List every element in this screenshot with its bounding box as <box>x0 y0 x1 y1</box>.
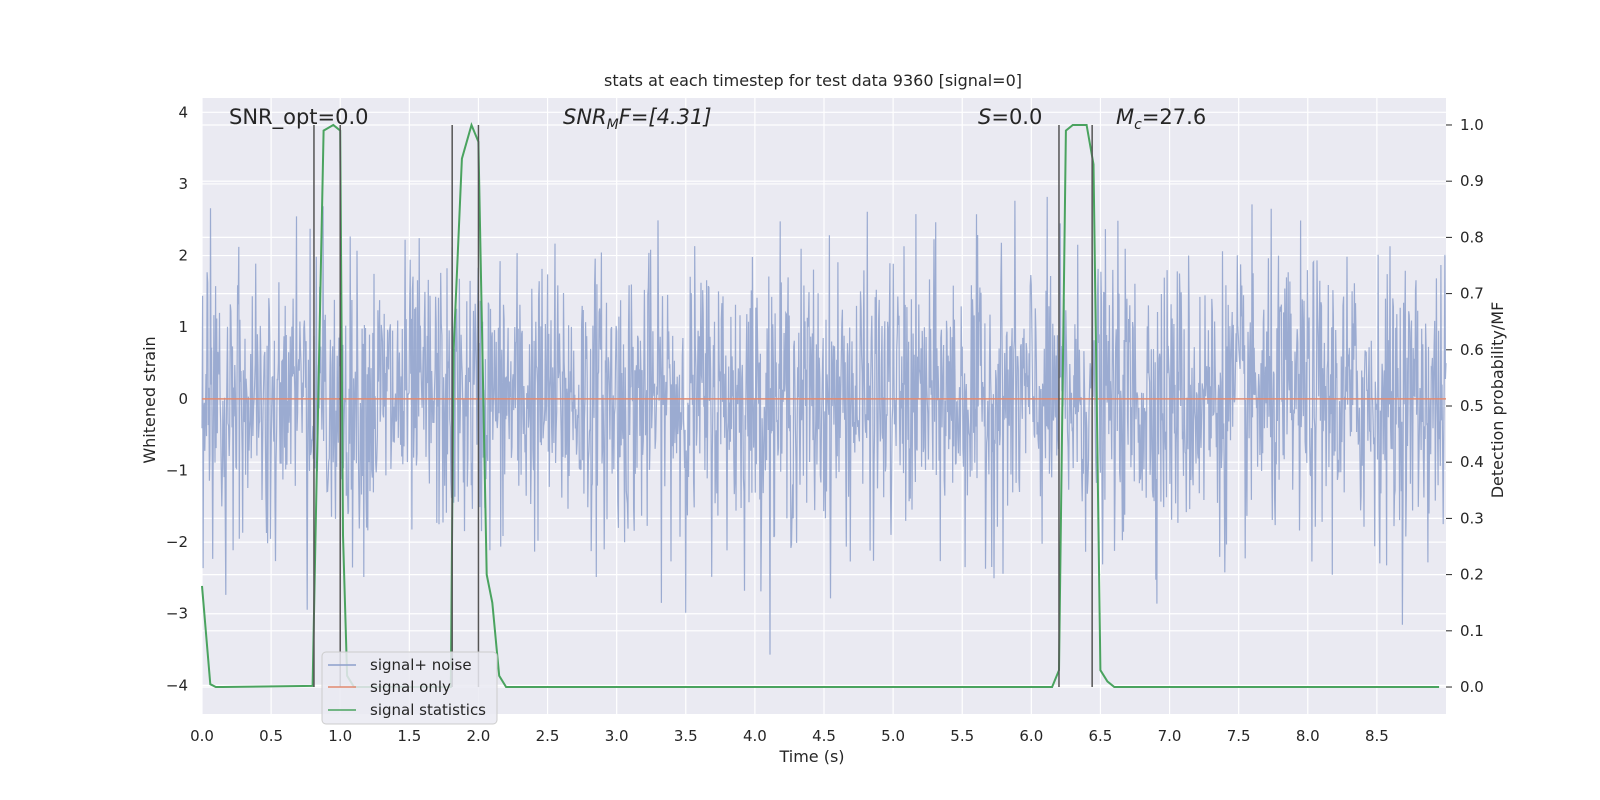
y-tick-label: −4 <box>166 676 188 694</box>
legend-label-noise: signal+ noise <box>370 656 472 674</box>
y2-tick-label: 0.3 <box>1460 509 1484 527</box>
y-tick-label: −1 <box>166 461 188 479</box>
mc-rest: =27.6 <box>1142 105 1206 129</box>
y-tick-label: 4 <box>178 103 188 121</box>
x-tick-label: 3.5 <box>674 727 698 745</box>
x-tick-label: 5.5 <box>950 727 974 745</box>
y-axis-label: Whitened strain <box>140 336 159 463</box>
y2-tick-label: 0.7 <box>1460 285 1484 303</box>
y-tick-label: −2 <box>166 533 188 551</box>
legend: signal+ noise signal only signal statist… <box>321 651 498 725</box>
y2-tick-label: 0.2 <box>1460 566 1484 584</box>
x-tick-label: 8.0 <box>1296 727 1320 745</box>
y-tick-label: −3 <box>166 605 188 623</box>
y2-tick-label: 0.9 <box>1460 172 1484 190</box>
mc-sub: c <box>1134 117 1142 133</box>
y-tick-label: 1 <box>178 318 188 336</box>
x-tick-label: 2.0 <box>467 727 491 745</box>
x-tick-label: 4.5 <box>812 727 836 745</box>
x-tick-label: 4.0 <box>743 727 767 745</box>
s-main: S <box>978 105 991 129</box>
y2-tick-label: 0.5 <box>1460 397 1484 415</box>
y2-tick-label: 0.8 <box>1460 228 1484 246</box>
mc-main: M <box>1116 105 1134 129</box>
y2-axis-label: Detection probability/MF <box>1488 302 1507 499</box>
x-tick-label: 1.0 <box>328 727 352 745</box>
x-tick-label: 7.5 <box>1227 727 1251 745</box>
annotation-snr-mf: SNRMF=[4.31] <box>563 105 712 133</box>
y2-tick-label: 0.0 <box>1460 678 1484 696</box>
ticks: 0.0 0.5 1.0 1.5 2.0 2.5 3.0 3.5 4.0 4.5 5.0 5.5 6.0 6… <box>166 103 1484 745</box>
signal-statistics-line <box>201 121 1440 688</box>
series-lines <box>201 121 1446 688</box>
y2-tick-label: 0.1 <box>1460 622 1484 640</box>
y2-tick-label: 0.4 <box>1460 453 1484 471</box>
x-tick-label: 5.0 <box>881 727 905 745</box>
y-tick-label: 3 <box>178 175 188 193</box>
x-tick-label: 1.5 <box>397 727 421 745</box>
x-tick-label: 3.0 <box>605 727 629 745</box>
y2-tick-label: 1.0 <box>1460 116 1484 134</box>
s-rest: =0.0 <box>991 105 1042 129</box>
vertical-markers <box>313 124 1093 688</box>
series-signal-noise <box>201 196 1447 655</box>
legend-label-stats: signal statistics <box>370 701 486 719</box>
x-tick-label: 6.0 <box>1019 727 1043 745</box>
chart-title: stats at each timestep for test data 936… <box>604 71 1022 90</box>
signal-noise-line <box>201 196 1447 655</box>
y-tick-label: 2 <box>178 247 188 265</box>
x-tick-label: 0.5 <box>259 727 283 745</box>
x-axis-label: Time (s) <box>778 747 844 766</box>
legend-box <box>321 651 498 725</box>
x-tick-label: 8.5 <box>1365 727 1389 745</box>
y-tick-label: 0 <box>178 390 188 408</box>
x-tick-label: 6.5 <box>1089 727 1113 745</box>
annotation-mc: Mc=27.6 <box>1116 105 1206 133</box>
annotation-snr-opt: SNR_opt=0.0 <box>229 105 369 130</box>
x-tick-label: 2.5 <box>536 727 560 745</box>
x-tick-label: 0.0 <box>190 727 214 745</box>
x-tick-label: 7.0 <box>1158 727 1182 745</box>
snr-mf-sub: M <box>607 117 619 133</box>
y2-tick-label: 0.6 <box>1460 341 1484 359</box>
legend-label-signal: signal only <box>370 678 451 696</box>
annotation-s: S=0.0 <box>978 105 1042 129</box>
snr-mf-rest: F=[4.31] <box>619 105 712 129</box>
snr-mf-main: SNR <box>563 105 607 129</box>
